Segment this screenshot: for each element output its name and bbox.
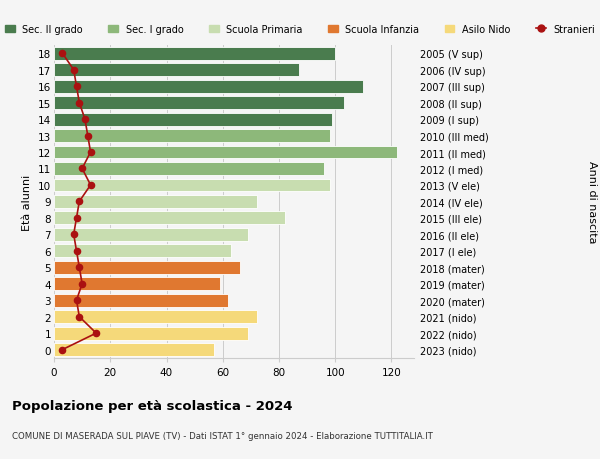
Point bbox=[72, 247, 82, 255]
Legend: Sec. II grado, Sec. I grado, Scuola Primaria, Scuola Infanzia, Asilo Nido, Stran: Sec. II grado, Sec. I grado, Scuola Prim… bbox=[5, 25, 595, 35]
Bar bbox=[54, 48, 335, 61]
Text: Popolazione per età scolastica - 2024: Popolazione per età scolastica - 2024 bbox=[12, 399, 293, 412]
Bar bbox=[54, 130, 329, 143]
Text: Anni di nascita: Anni di nascita bbox=[587, 161, 597, 243]
Bar bbox=[54, 311, 257, 323]
Bar bbox=[54, 261, 239, 274]
Bar bbox=[54, 113, 332, 126]
Bar bbox=[54, 179, 329, 192]
Bar bbox=[54, 81, 364, 93]
Point bbox=[58, 346, 67, 353]
Point bbox=[58, 50, 67, 58]
Bar bbox=[54, 343, 214, 356]
Point bbox=[74, 198, 84, 206]
Point bbox=[72, 83, 82, 90]
Point bbox=[86, 149, 95, 157]
Bar bbox=[54, 162, 324, 175]
Point bbox=[74, 264, 84, 271]
Bar bbox=[54, 146, 397, 159]
Bar bbox=[54, 278, 220, 291]
Point bbox=[77, 280, 87, 288]
Point bbox=[74, 100, 84, 107]
Point bbox=[69, 67, 79, 74]
Point bbox=[91, 330, 101, 337]
Point bbox=[77, 165, 87, 173]
Point bbox=[72, 215, 82, 222]
Point bbox=[83, 133, 92, 140]
Point bbox=[69, 231, 79, 239]
Text: COMUNE DI MASERADA SUL PIAVE (TV) - Dati ISTAT 1° gennaio 2024 - Elaborazione TU: COMUNE DI MASERADA SUL PIAVE (TV) - Dati… bbox=[12, 431, 433, 441]
Bar bbox=[54, 229, 248, 241]
Bar bbox=[54, 294, 229, 307]
Point bbox=[74, 313, 84, 321]
Bar bbox=[54, 196, 257, 208]
Point bbox=[86, 182, 95, 189]
Bar bbox=[54, 212, 284, 225]
Point bbox=[80, 116, 90, 123]
Bar bbox=[54, 245, 231, 257]
Bar bbox=[54, 64, 299, 77]
Bar bbox=[54, 327, 248, 340]
Point bbox=[72, 297, 82, 304]
Y-axis label: Età alunni: Età alunni bbox=[22, 174, 32, 230]
Bar bbox=[54, 97, 344, 110]
